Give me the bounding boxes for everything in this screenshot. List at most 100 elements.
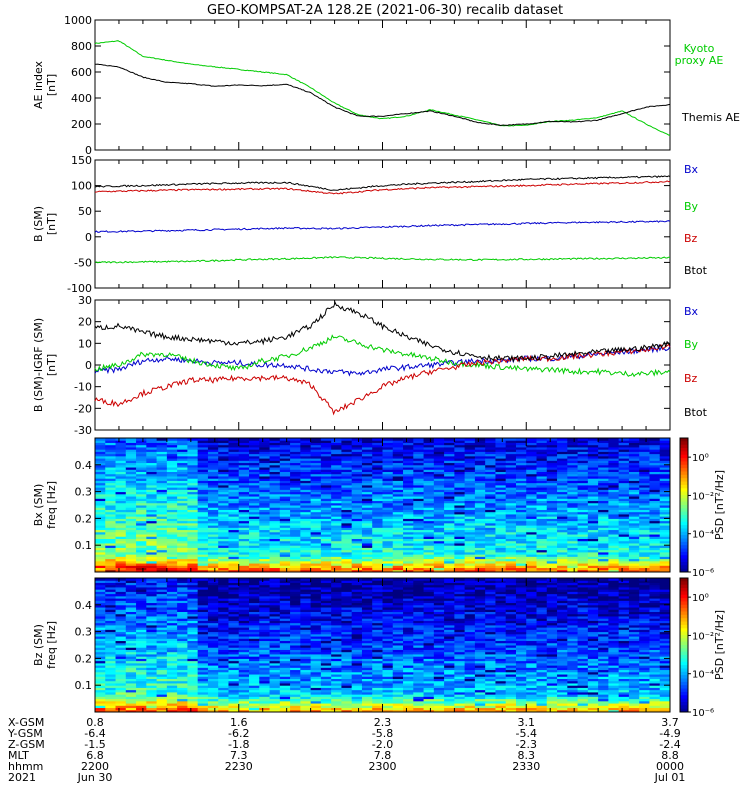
heatmap-cell bbox=[279, 545, 291, 548]
heatmap-cell bbox=[177, 689, 188, 693]
heatmap-cell bbox=[290, 645, 301, 648]
heatmap-cell bbox=[269, 593, 281, 597]
heatmap-cell bbox=[300, 584, 312, 588]
heatmap-cell bbox=[95, 511, 106, 515]
heatmap-cell bbox=[259, 551, 271, 555]
heatmap-cell bbox=[505, 551, 517, 555]
heatmap-cell bbox=[279, 653, 291, 657]
heatmap-cell bbox=[259, 607, 271, 610]
heatmap-cell bbox=[95, 671, 106, 675]
heatmap-cell bbox=[146, 444, 158, 448]
colorbar-label: PSD [nT²/Hz] bbox=[713, 470, 726, 540]
heatmap-cell bbox=[454, 489, 466, 493]
heatmap-cell bbox=[115, 620, 127, 624]
heatmap-cell bbox=[423, 471, 435, 475]
heatmap-cell bbox=[598, 438, 609, 441]
heatmap-cell bbox=[474, 478, 486, 481]
heatmap-cell bbox=[546, 458, 558, 461]
heatmap-cell bbox=[290, 707, 301, 711]
heatmap-cell bbox=[136, 607, 147, 610]
heatmap-cell bbox=[218, 638, 229, 642]
heatmap-cell bbox=[177, 604, 188, 608]
heatmap-cell bbox=[341, 471, 353, 475]
heatmap-cell bbox=[177, 640, 188, 644]
heatmap-cell bbox=[598, 527, 609, 531]
heatmap-cell bbox=[557, 536, 568, 539]
heatmap-cell bbox=[259, 453, 271, 457]
heatmap-cell bbox=[197, 680, 209, 684]
heatmap-cell bbox=[515, 478, 527, 481]
heatmap-cell bbox=[218, 613, 229, 617]
heatmap-cell bbox=[464, 558, 476, 562]
heatmap-cell bbox=[249, 658, 260, 662]
heatmap-cell bbox=[608, 496, 620, 499]
heatmap-cell bbox=[536, 489, 548, 493]
heatmap-cell bbox=[279, 631, 291, 635]
heatmap-cell bbox=[351, 491, 363, 495]
heatmap-cell bbox=[382, 531, 394, 535]
heatmap-cell bbox=[515, 449, 527, 452]
heatmap-cell bbox=[146, 449, 158, 452]
heatmap-cell bbox=[403, 493, 414, 497]
heatmap-cell bbox=[392, 565, 404, 569]
heatmap-cell bbox=[125, 531, 137, 535]
heatmap-cell bbox=[536, 569, 548, 573]
heatmap-cell bbox=[218, 651, 229, 655]
heatmap-cell bbox=[485, 462, 496, 466]
heatmap-cell bbox=[259, 651, 271, 655]
heatmap-cell bbox=[485, 565, 496, 569]
heatmap-cell bbox=[218, 542, 229, 546]
heatmap-cell bbox=[238, 549, 250, 553]
heatmap-cell bbox=[177, 696, 188, 700]
heatmap-cell bbox=[341, 440, 353, 443]
heatmap-cell bbox=[331, 444, 342, 448]
heatmap-cell bbox=[146, 645, 158, 648]
heatmap-cell bbox=[177, 556, 188, 560]
heatmap-cell bbox=[403, 556, 414, 560]
heatmap-cell bbox=[403, 531, 414, 535]
heatmap-cell bbox=[187, 607, 199, 610]
heatmap-cell bbox=[659, 484, 671, 488]
heatmap-cell bbox=[300, 505, 312, 508]
heatmap-cell bbox=[526, 540, 538, 544]
heatmap-cell bbox=[495, 565, 507, 569]
heatmap-cell bbox=[105, 511, 117, 515]
heatmap-cell bbox=[259, 638, 271, 642]
heatmap-cell bbox=[238, 449, 250, 452]
heatmap-cell bbox=[259, 527, 271, 531]
heatmap-cell bbox=[495, 525, 507, 528]
heatmap-cell bbox=[197, 536, 209, 539]
heatmap-cell bbox=[177, 464, 188, 468]
heatmap-cell bbox=[331, 558, 342, 562]
colorbar-segment bbox=[680, 451, 688, 456]
heatmap-cell bbox=[290, 698, 301, 702]
heatmap-cell bbox=[351, 538, 363, 542]
heatmap-cell bbox=[300, 691, 312, 695]
heatmap-cell bbox=[259, 611, 271, 615]
heatmap-cell bbox=[320, 547, 332, 551]
heatmap-cell bbox=[587, 496, 599, 499]
heatmap-cell bbox=[567, 534, 579, 537]
heatmap-cell bbox=[279, 584, 291, 588]
heatmap-cell bbox=[649, 520, 661, 524]
heatmap-cell bbox=[300, 516, 312, 519]
heatmap-cell bbox=[146, 534, 158, 537]
heatmap-cell bbox=[125, 560, 137, 564]
heatmap-cell bbox=[136, 453, 147, 457]
colorbar-segment bbox=[680, 481, 688, 486]
heatmap-cell bbox=[495, 449, 507, 452]
heatmap-cell bbox=[95, 554, 106, 557]
heatmap-cell bbox=[218, 624, 229, 628]
heatmap-cell bbox=[197, 703, 209, 706]
heatmap-cell bbox=[557, 551, 568, 555]
heatmap-cell bbox=[136, 595, 147, 599]
heatmap-cell bbox=[382, 444, 394, 448]
heatmap-cell bbox=[136, 507, 147, 510]
heatmap-cell bbox=[228, 624, 240, 628]
heatmap-cell bbox=[95, 604, 106, 608]
heatmap-cell bbox=[331, 438, 342, 441]
heatmap-cell bbox=[136, 676, 147, 679]
heatmap-cell bbox=[238, 542, 250, 546]
heatmap-cell bbox=[536, 529, 548, 533]
heatmap-cell bbox=[269, 678, 281, 682]
